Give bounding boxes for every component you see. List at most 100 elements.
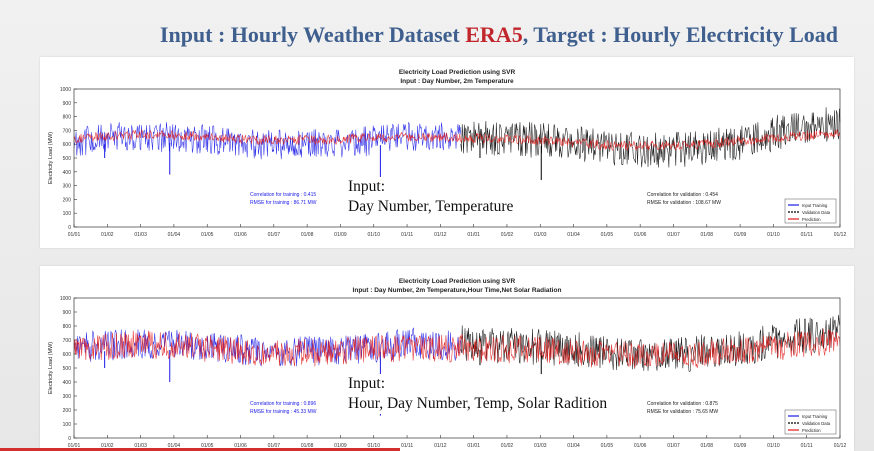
chart-1-xtick-label-0: 01/01 (68, 232, 81, 238)
chart-1-ytick-label-7: 700 (63, 128, 72, 134)
chart-2-xtick-label-20: 01/09 (734, 443, 747, 449)
chart-1-annotation-validation-0: Correlation for validation : 0.454 (647, 192, 718, 198)
chart-2-ylabel: Electricity Load (MW) (48, 342, 54, 394)
chart-2-caption-line-2: Hour, Day Number, Temp, Solar Radition (348, 395, 608, 412)
chart-2-xtick-label-11: 01/12 (434, 443, 447, 449)
chart-2-xtick-label-23: 01/12 (834, 443, 847, 449)
chart-1-xtick-label-10: 01/11 (401, 232, 413, 238)
chart-1-caption-line-2: Day Number, Temperature (348, 198, 514, 215)
chart-2-series-prediction (73, 328, 841, 368)
chart-1-xtick-label-9: 01/10 (367, 232, 380, 238)
chart-1-subtitle: Input : Day Number, 2m Temperature (400, 78, 514, 85)
chart-1-xtick-label-4: 01/05 (201, 232, 214, 238)
chart-1-ytick-label-1: 100 (63, 211, 72, 217)
chart-2-ytick-label-9: 900 (63, 310, 72, 316)
chart-2-annotation-validation-0: Correlation for validation : 0.875 (647, 401, 718, 407)
chart-1-svg: Electricity Load Prediction using SVR Inp… (48, 69, 847, 238)
chart-1-ylabel: Electricity Load (MW) (48, 132, 54, 184)
chart-2-xtick-label-19: 01/08 (701, 443, 714, 449)
chart-1-caption-line-1: Input: (348, 178, 386, 195)
chart-1-ytick-label-6: 600 (63, 142, 72, 148)
chart-2-xtick-label-14: 01/03 (534, 443, 547, 449)
chart-2-xtick-label-8: 01/09 (334, 443, 347, 449)
chart-2-annotation-validation-1: RMSE for validation : 75.65 MW (647, 409, 718, 415)
chart-2-annotation-training-0: Correlation for training : 0.896 (250, 401, 316, 407)
chart-2-xtick-label-9: 01/10 (367, 443, 380, 449)
chart-1-ytick-label-10: 1000 (60, 87, 71, 93)
chart-2-xtick-label-0: 01/01 (68, 443, 81, 449)
chart-1-series-input-training (73, 122, 462, 160)
chart-2-ytick-label-5: 500 (63, 366, 72, 372)
chart-2-xtick-label-18: 01/07 (667, 443, 680, 449)
chart-1-xtick-label-1: 01/02 (101, 232, 114, 238)
chart-2-ytick-label-0: 0 (68, 436, 71, 442)
chart-1-xtick-label-11: 01/12 (434, 232, 447, 238)
chart-2-xtick-label-22: 01/11 (801, 443, 813, 449)
chart-2-xtick-label-13: 01/02 (501, 443, 514, 449)
chart-2-ytick-label-10: 1000 (60, 296, 71, 302)
chart-2-xtick-label-10: 01/11 (401, 443, 413, 449)
chart-1-ytick-label-2: 200 (63, 197, 72, 203)
chart-2-legend-label-1: Validation Data (802, 421, 831, 426)
chart-2-ytick-label-7: 700 (63, 338, 72, 344)
chart-2-xtick-label-7: 01/08 (301, 443, 314, 449)
chart-1-legend-label-1: Validation Data (802, 210, 831, 215)
chart-2-xtick-label-5: 01/06 (234, 443, 247, 449)
slide-title-part1: Input : Hourly Weather Dataset (159, 22, 466, 47)
chart-1-ytick-label-3: 300 (63, 184, 72, 190)
slide-title: Input : Hourly Weather Dataset ERA5, Tar… (160, 22, 838, 48)
chart-1-legend-label-2: Prediction (802, 217, 821, 222)
chart-2-xtick-label-4: 01/05 (201, 443, 214, 449)
chart-1-annotation-training-1: RMSE for training : 86.71 MW (250, 200, 317, 206)
chart-2-xtick-label-12: 01/01 (467, 443, 480, 449)
chart-2-series-input-training (73, 327, 462, 367)
chart-2-xtick-label-2: 01/03 (134, 443, 147, 449)
chart-2-xtick-label-17: 01/06 (634, 443, 647, 449)
chart-2-title: Electricity Load Prediction using SVR (399, 278, 516, 285)
chart-1-legend (784, 198, 837, 224)
chart-1-annotation-training-0: Correlation for training : 0.415 (250, 192, 316, 198)
chart-1-xtick-label-16: 01/05 (601, 232, 614, 238)
chart-1-xtick-label-22: 01/11 (801, 232, 813, 238)
chart-1-xtick-label-17: 01/06 (634, 232, 647, 238)
chart-1-xtick-label-7: 01/08 (301, 232, 314, 238)
chart-1-ytick-label-4: 400 (63, 170, 72, 176)
chart-2-ytick-label-8: 800 (63, 324, 72, 330)
chart-panel-1: Electricity Load Prediction using SVR Inp… (40, 57, 854, 248)
chart-1-xtick-label-14: 01/03 (534, 232, 547, 238)
chart-2-ytick-label-2: 200 (63, 408, 72, 414)
chart-2-xtick-label-21: 01/10 (767, 443, 780, 449)
chart-2-ytick-label-4: 400 (63, 380, 72, 386)
chart-1-xtick-label-2: 01/03 (134, 232, 147, 238)
chart-2-annotation-training-1: RMSE for training : 45.33 MW (250, 409, 317, 415)
chart-1-annotation-validation-1: RMSE for validation : 108.67 MW (647, 200, 721, 206)
chart-2-xtick-label-1: 01/02 (101, 443, 114, 449)
chart-1-xtick-label-20: 01/09 (734, 232, 747, 238)
chart-2-xtick-label-3: 01/04 (168, 443, 181, 449)
chart-2-axes (73, 297, 841, 439)
chart-2-xtick-label-16: 01/05 (601, 443, 614, 449)
chart-panel-2: Electricity Load Prediction using SVR Inp… (40, 266, 854, 451)
chart-1-series-validation-data (460, 107, 841, 168)
chart-2-ytick-label-6: 600 (63, 352, 72, 358)
chart-2-svg: Electricity Load Prediction using SVR Inp… (48, 278, 847, 449)
chart-1-xtick-label-23: 01/12 (834, 232, 847, 238)
chart-1-ytick-label-0: 0 (68, 225, 71, 231)
chart-1-title: Electricity Load Prediction using SVR (399, 69, 516, 76)
chart-1-caption: Input: Day Number, Temperature (348, 177, 514, 217)
chart-1-xtick-label-5: 01/06 (234, 232, 247, 238)
chart-2-caption: Input: Hour, Day Number, Temp, Solar Rad… (348, 374, 608, 414)
chart-1-legend-label-0: Input Training (802, 203, 828, 208)
chart-2-legend-label-2: Prediction (802, 428, 821, 433)
progress-underline (0, 448, 400, 451)
chart-1-series-prediction (73, 129, 841, 152)
chart-1-xtick-label-18: 01/07 (667, 232, 680, 238)
chart-2-xtick-label-15: 01/04 (567, 443, 580, 449)
slide-title-part2: , Target : Hourly Electricity Load (522, 22, 838, 47)
chart-2-ytick-label-3: 300 (63, 394, 72, 400)
chart-1-xtick-label-8: 01/09 (334, 232, 347, 238)
chart-1-ytick-label-5: 500 (63, 156, 72, 162)
chart-2-subtitle: Input : Day Number, 2m Temperature,Hour … (353, 287, 562, 294)
chart-1-xtick-label-3: 01/04 (168, 232, 181, 238)
slide-title-highlight: ERA5 (465, 22, 523, 47)
